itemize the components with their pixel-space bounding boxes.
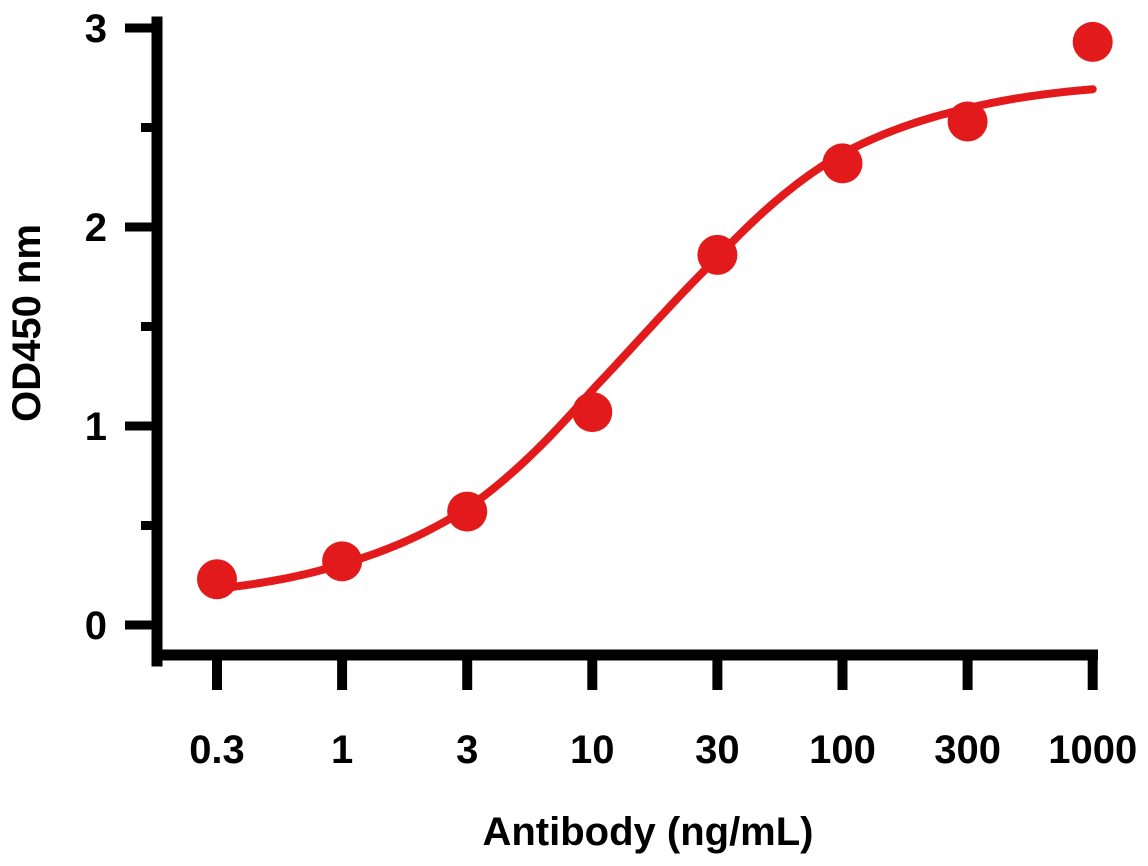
x-tick-label: 3 xyxy=(456,728,478,772)
data-point xyxy=(322,541,363,582)
y-axis-title: OD450 nm xyxy=(5,224,49,422)
x-tick-label: 1000 xyxy=(1048,728,1137,772)
data-point xyxy=(1072,21,1113,62)
x-tick-label: 300 xyxy=(934,728,1001,772)
x-tick-label: 30 xyxy=(695,728,740,772)
data-point xyxy=(697,234,738,275)
data-points xyxy=(197,21,1113,600)
data-point xyxy=(447,491,488,532)
y-tick-label: 1 xyxy=(85,405,107,449)
y-tick-label: 0 xyxy=(85,604,107,648)
x-tick-label: 0.3 xyxy=(189,728,245,772)
axes xyxy=(125,16,1098,690)
x-tick-label: 1 xyxy=(331,728,353,772)
x-tick-label: 100 xyxy=(809,728,876,772)
data-point xyxy=(947,101,988,142)
fit-curve-group xyxy=(213,85,1097,593)
x-axis-title: Antibody (ng/mL) xyxy=(482,810,813,854)
data-point xyxy=(197,559,237,600)
fit-curve xyxy=(213,85,1097,593)
data-point xyxy=(572,392,613,433)
y-tick-label: 2 xyxy=(85,206,107,250)
tick-labels: 0 1 2 3 0.3 1 3 10 30 100 300 1000 xyxy=(85,7,1137,772)
x-tick-label: 10 xyxy=(570,728,615,772)
y-tick-label: 3 xyxy=(85,7,107,51)
data-point xyxy=(822,143,863,184)
